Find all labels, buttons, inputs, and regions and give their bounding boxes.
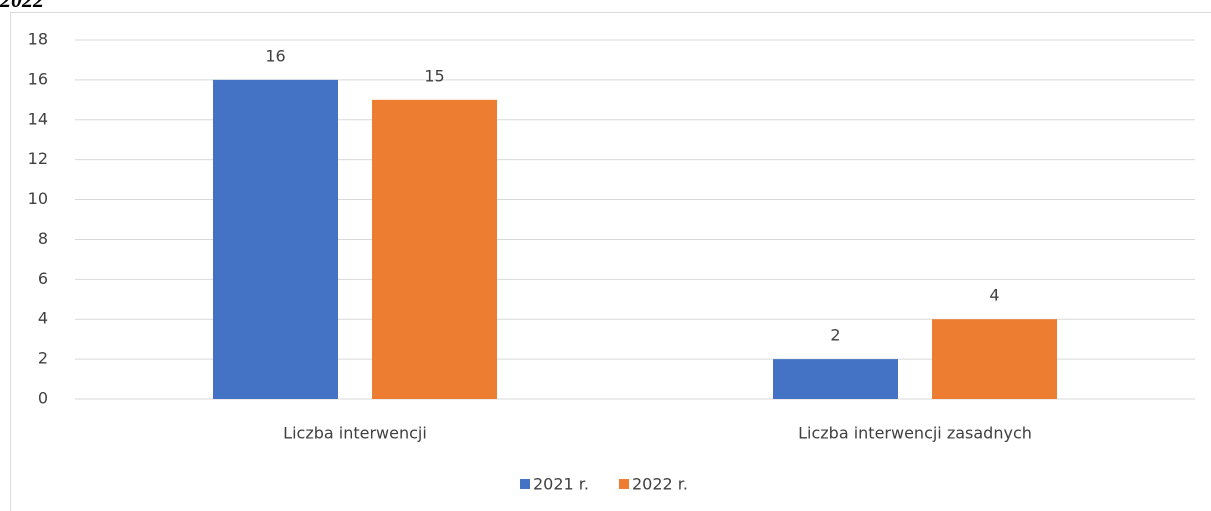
y-tick-label: 10 (28, 189, 48, 208)
bar (773, 359, 898, 399)
y-tick-label: 2 (38, 349, 48, 368)
data-label: 15 (424, 66, 444, 85)
legend-swatch (520, 479, 530, 489)
y-tick-label: 16 (28, 69, 48, 88)
legend-swatch (619, 479, 629, 489)
y-tick-label: 6 (38, 269, 48, 288)
bar (372, 99, 497, 399)
chart-title: 2022 (0, 0, 44, 12)
bar (213, 79, 338, 399)
y-tick-label: 0 (38, 389, 48, 408)
legend-label: 2022 r. (632, 475, 688, 494)
data-label: 16 (265, 46, 285, 65)
x-tick-label: Liczba interwencji (283, 424, 427, 443)
data-label: 4 (989, 286, 999, 305)
chart-frame (10, 12, 1211, 511)
y-tick-label: 12 (28, 149, 48, 168)
data-label: 2 (830, 326, 840, 345)
bar (932, 319, 1057, 399)
y-tick-label: 8 (38, 229, 48, 248)
legend-label: 2021 r. (533, 475, 589, 494)
y-tick-label: 4 (38, 309, 48, 328)
y-tick-label: 18 (28, 30, 48, 49)
x-tick-label: Liczba interwencji zasadnych (798, 424, 1032, 443)
y-tick-label: 14 (28, 109, 48, 128)
